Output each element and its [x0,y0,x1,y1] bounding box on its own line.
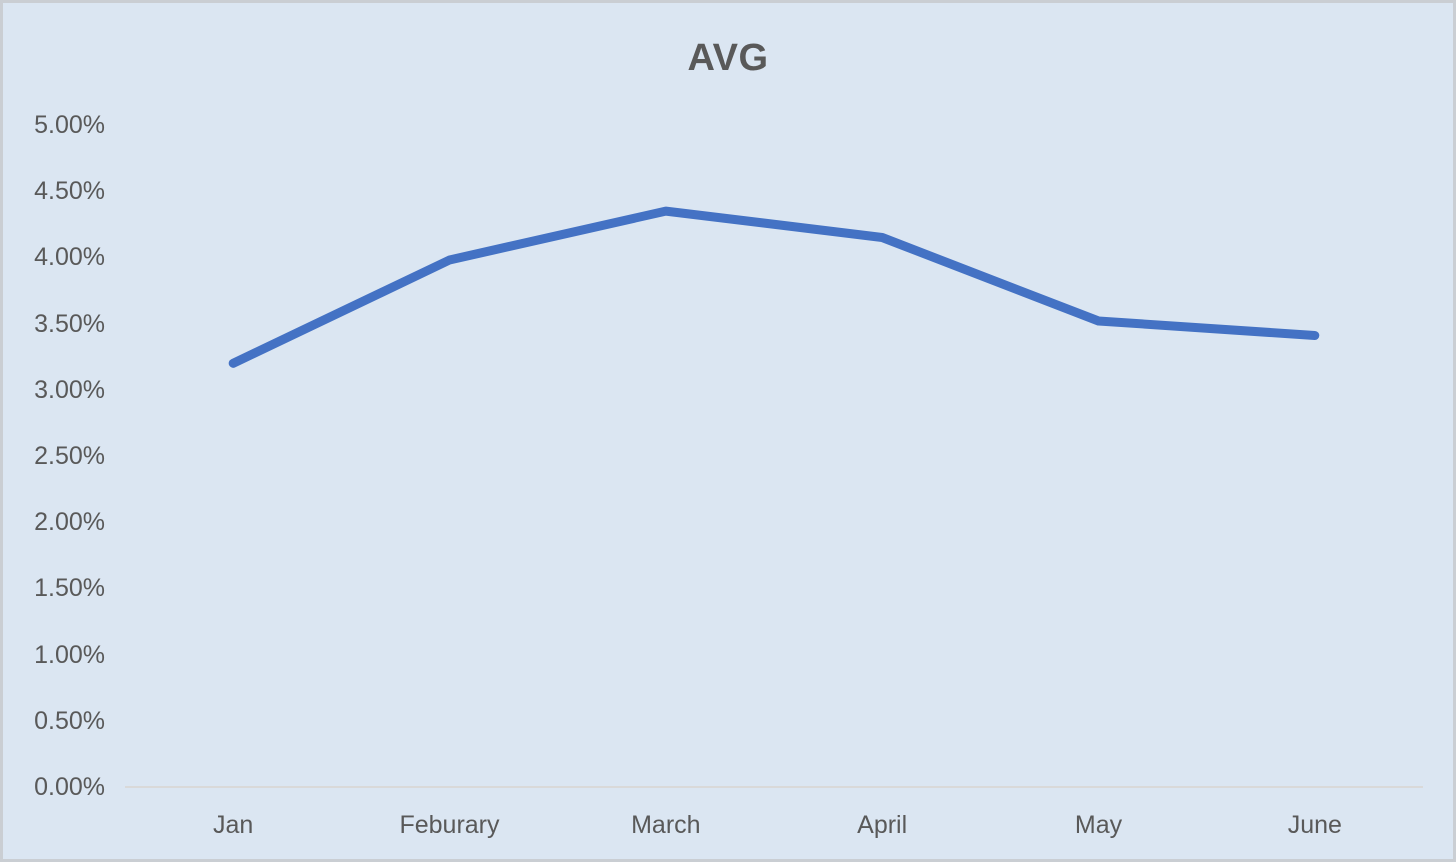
x-category-label: March [631,811,701,839]
y-tick-label: 3.00% [34,375,105,404]
y-tick-label: 2.50% [34,442,105,470]
y-tick-label: 0.00% [34,773,105,801]
x-category-label: April [857,811,908,839]
y-tick-label: 3.50% [34,309,105,338]
y-tick-label: 2.00% [34,508,105,537]
y-tick-label: 5.00% [34,111,105,139]
x-category-label: Jan [213,811,254,839]
chart-title: AVG [687,37,769,79]
x-category-label: Feburary [399,811,500,839]
y-tick-label: 1.50% [34,574,105,603]
y-tick-label: 4.50% [34,177,105,206]
x-category-label: June [1287,811,1342,839]
y-tick-label: 0.50% [34,706,105,735]
y-tick-label: 4.00% [34,243,105,272]
avg-line-series [228,206,1320,368]
plot-svg [125,206,1423,788]
x-category-label: May [1074,811,1123,839]
y-tick-label: 1.00% [34,640,105,669]
